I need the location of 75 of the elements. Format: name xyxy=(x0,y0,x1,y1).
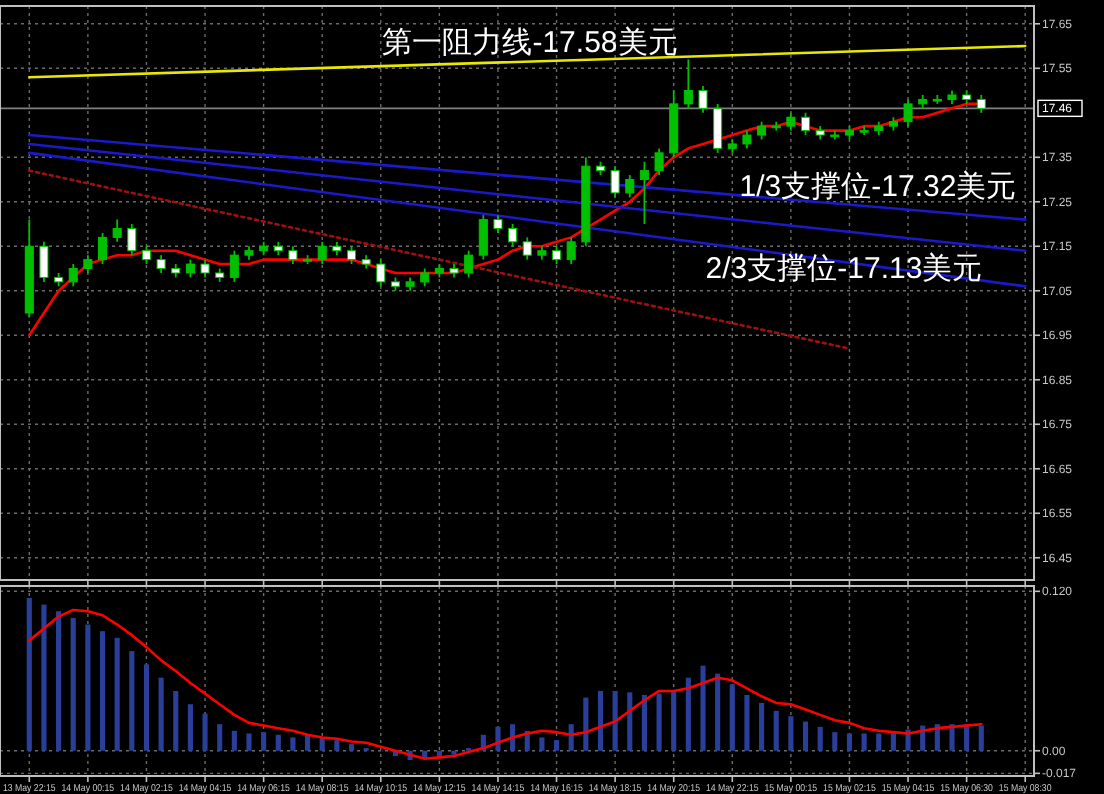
bar xyxy=(158,677,164,751)
bar xyxy=(876,733,882,751)
candlestick xyxy=(112,218,122,243)
bar xyxy=(583,697,589,751)
candlestick xyxy=(464,249,474,279)
candlestick xyxy=(654,147,664,176)
annotation: 第一阻力线-17.58美元 xyxy=(382,26,678,60)
candlestick xyxy=(625,174,635,199)
bar xyxy=(700,665,706,751)
bar xyxy=(99,631,106,751)
bar xyxy=(685,677,691,751)
bar xyxy=(729,684,735,751)
bar xyxy=(56,611,62,751)
candlestick xyxy=(801,111,811,136)
annotation: 1/3支撑位-17.32美元 xyxy=(739,170,1017,204)
bar xyxy=(290,737,296,751)
bar xyxy=(217,724,223,751)
bar xyxy=(641,694,647,751)
bar xyxy=(275,734,281,751)
line-series xyxy=(28,608,983,761)
bar xyxy=(539,737,545,751)
bar xyxy=(627,692,633,751)
candlestick xyxy=(376,258,386,288)
bar xyxy=(305,734,311,751)
candlestick xyxy=(317,240,327,265)
bar xyxy=(817,726,823,751)
bar xyxy=(261,732,267,751)
candlestick xyxy=(713,102,723,154)
bar xyxy=(832,732,838,751)
bar xyxy=(773,710,779,751)
bar xyxy=(861,733,867,751)
bar xyxy=(597,690,604,751)
candlestick xyxy=(229,249,239,283)
bar xyxy=(85,624,91,751)
candlestick xyxy=(903,98,913,128)
bar xyxy=(656,693,662,751)
candlestick xyxy=(698,85,708,114)
bar xyxy=(334,740,340,751)
bar xyxy=(978,725,984,751)
bar xyxy=(41,604,47,751)
candlestick xyxy=(522,236,532,261)
bar xyxy=(187,704,193,751)
candlestick xyxy=(639,160,649,225)
bar xyxy=(671,690,677,751)
bar xyxy=(348,744,355,751)
candlestick xyxy=(683,58,693,110)
candlestick xyxy=(508,223,518,248)
bar xyxy=(129,651,135,751)
bar xyxy=(788,716,794,751)
bar xyxy=(949,724,955,751)
bar xyxy=(231,730,237,751)
bar xyxy=(246,733,252,751)
candlestick xyxy=(566,236,576,265)
bar xyxy=(114,637,120,751)
bar xyxy=(202,713,208,751)
bar xyxy=(715,673,721,751)
bar xyxy=(744,694,750,751)
bar xyxy=(143,664,150,751)
bar xyxy=(612,690,618,751)
bar xyxy=(890,732,896,751)
candlestick xyxy=(478,214,488,261)
bar xyxy=(436,750,442,757)
bar xyxy=(553,740,560,751)
bar xyxy=(802,721,809,751)
candlestick xyxy=(610,165,620,199)
bar xyxy=(846,733,853,751)
bar xyxy=(934,724,940,751)
bar xyxy=(759,702,765,751)
bar xyxy=(70,617,76,751)
candlestick xyxy=(39,240,49,283)
bar xyxy=(26,597,32,751)
candlestick xyxy=(68,263,78,288)
candlestick xyxy=(97,232,108,265)
candlestick xyxy=(127,223,137,257)
bar xyxy=(173,690,179,751)
